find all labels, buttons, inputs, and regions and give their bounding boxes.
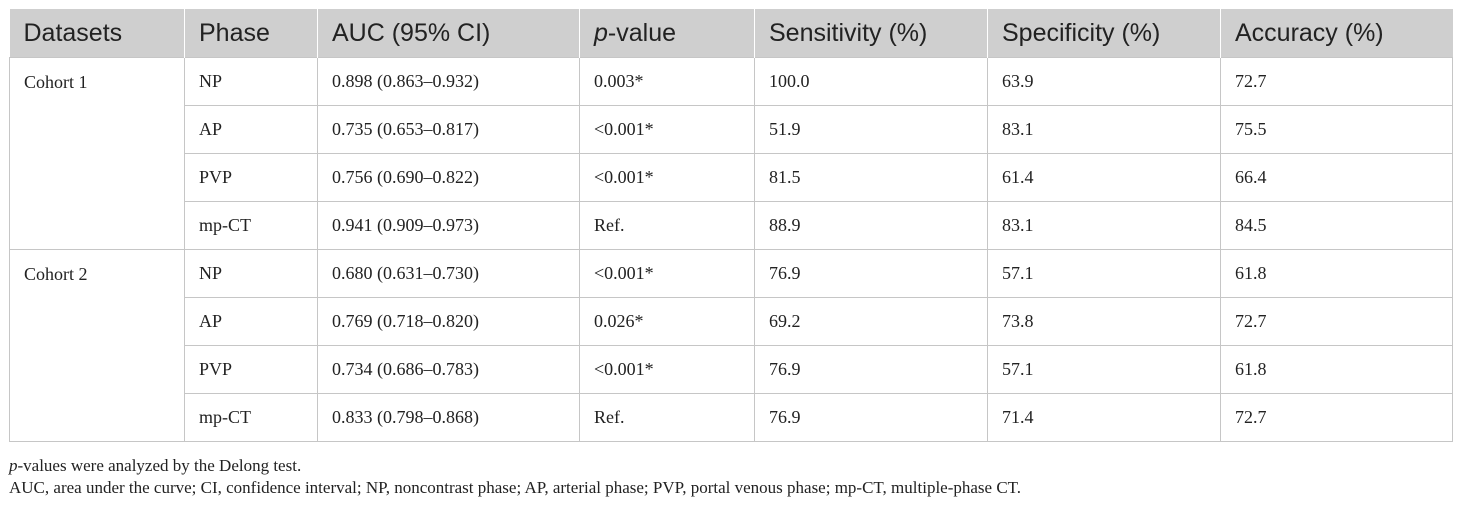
cell-accuracy: 72.7 bbox=[1220, 297, 1453, 346]
cell-sensitivity: 100.0 bbox=[754, 57, 988, 106]
cell-phase: AP bbox=[184, 105, 318, 154]
cell-sensitivity: 69.2 bbox=[754, 297, 988, 346]
cell-pvalue: Ref. bbox=[579, 201, 755, 250]
col-header-phase: Phase bbox=[184, 9, 318, 58]
cell-sensitivity: 88.9 bbox=[754, 201, 988, 250]
cell-accuracy: 72.7 bbox=[1220, 393, 1453, 442]
cell-phase: PVP bbox=[184, 345, 318, 394]
table-row: PVP 0.756 (0.690–0.822) <0.001* 81.5 61.4 66.… bbox=[10, 153, 1453, 202]
cell-sensitivity: 76.9 bbox=[754, 249, 988, 298]
cell-sensitivity: 76.9 bbox=[754, 345, 988, 394]
col-header-specificity: Specificity (%) bbox=[987, 9, 1221, 58]
cell-sensitivity: 81.5 bbox=[754, 153, 988, 202]
cell-pvalue: 0.003* bbox=[579, 57, 755, 106]
header-row: Datasets Phase AUC (95% CI) p-value Sens… bbox=[9, 9, 1453, 58]
cell-accuracy: 72.7 bbox=[1220, 57, 1453, 106]
cell-pvalue: 0.026* bbox=[579, 297, 755, 346]
cell-auc: 0.735 (0.653–0.817) bbox=[317, 105, 580, 154]
cell-auc: 0.734 (0.686–0.783) bbox=[317, 345, 580, 394]
pvalue-italic-p: p bbox=[594, 18, 608, 47]
cell-phase: PVP bbox=[184, 153, 318, 202]
results-table-container: Datasets Phase AUC (95% CI) p-value Sens… bbox=[9, 9, 1453, 442]
pvalue-header-text: -value bbox=[607, 18, 676, 47]
cell-sensitivity: 51.9 bbox=[754, 105, 988, 154]
table-row: Cohort 2 NP 0.680 (0.631–0.730) <0.001* 76.9… bbox=[9, 249, 1453, 442]
cell-accuracy: 61.8 bbox=[1220, 345, 1453, 394]
cell-specificity: 63.9 bbox=[987, 57, 1221, 106]
cell-accuracy: 84.5 bbox=[1220, 201, 1453, 250]
table-body: Cohort 1 NP 0.898 (0.863–0.932) 0.003* 100.0… bbox=[9, 57, 1453, 442]
cell-dataset: Cohort 2 bbox=[9, 249, 185, 442]
table-row: AP 0.769 (0.718–0.820) 0.026* 69.2 73.8 72.7 bbox=[10, 297, 1453, 346]
cell-specificity: 71.4 bbox=[987, 393, 1221, 442]
cell-auc: 0.756 (0.690–0.822) bbox=[317, 153, 580, 202]
table-row: mp-CT 0.833 (0.798–0.868) Ref. 76.9 71.4 72.7 bbox=[10, 393, 1453, 442]
cell-pvalue: <0.001* bbox=[579, 345, 755, 394]
table-row: PVP 0.734 (0.686–0.783) <0.001* 76.9 57.1 61.… bbox=[10, 345, 1453, 394]
cell-auc: 0.898 (0.863–0.932) bbox=[317, 57, 580, 106]
cell-pvalue: Ref. bbox=[579, 393, 755, 442]
cell-phase: NP bbox=[184, 57, 318, 106]
table-row: AP 0.735 (0.653–0.817) <0.001* 51.9 83.1 75.5 bbox=[10, 105, 1453, 154]
cell-auc: 0.833 (0.798–0.868) bbox=[317, 393, 580, 442]
table-row: mp-CT 0.941 (0.909–0.973) Ref. 88.9 83.1 84.5 bbox=[10, 201, 1453, 250]
table-row: Cohort 1 NP 0.898 (0.863–0.932) 0.003* 100.0… bbox=[9, 57, 1453, 250]
cell-specificity: 83.1 bbox=[987, 201, 1221, 250]
cell-accuracy: 61.8 bbox=[1220, 249, 1453, 298]
cell-dataset: Cohort 1 bbox=[9, 57, 185, 250]
cell-specificity: 73.8 bbox=[987, 297, 1221, 346]
cell-specificity: 61.4 bbox=[987, 153, 1221, 202]
cell-accuracy: 75.5 bbox=[1220, 105, 1453, 154]
cell-pvalue: <0.001* bbox=[579, 249, 755, 298]
col-header-sensitivity: Sensitivity (%) bbox=[754, 9, 988, 58]
cell-pvalue: <0.001* bbox=[579, 153, 755, 202]
cell-auc: 0.941 (0.909–0.973) bbox=[317, 201, 580, 250]
cell-auc: 0.680 (0.631–0.730) bbox=[317, 249, 580, 298]
footnote-italic-p: p bbox=[9, 456, 18, 475]
results-table: Datasets Phase AUC (95% CI) p-value Sens… bbox=[9, 9, 1453, 442]
footnote-pvalue-text: -values were analyzed by the Delong test… bbox=[17, 456, 302, 475]
cell-accuracy: 66.4 bbox=[1220, 153, 1453, 202]
col-header-datasets: Datasets bbox=[9, 9, 185, 58]
cell-auc: 0.769 (0.718–0.820) bbox=[317, 297, 580, 346]
footnote-pvalue: p-values were analyzed by the Delong tes… bbox=[9, 455, 1021, 477]
footnote-abbreviations: AUC, area under the curve; CI, confidenc… bbox=[9, 478, 1022, 497]
cell-phase: AP bbox=[184, 297, 318, 346]
cell-phase: NP bbox=[184, 249, 318, 298]
cell-phase: mp-CT bbox=[184, 393, 318, 442]
table-footnotes: p-values were analyzed by the Delong tes… bbox=[9, 455, 1021, 499]
cell-pvalue: <0.001* bbox=[579, 105, 755, 154]
cell-specificity: 83.1 bbox=[987, 105, 1221, 154]
col-header-auc: AUC (95% CI) bbox=[317, 9, 580, 58]
cell-specificity: 57.1 bbox=[987, 345, 1221, 394]
cell-phase: mp-CT bbox=[184, 201, 318, 250]
col-header-accuracy: Accuracy (%) bbox=[1220, 9, 1453, 58]
cell-specificity: 57.1 bbox=[987, 249, 1221, 298]
col-header-pvalue: p-value bbox=[579, 9, 755, 58]
cell-sensitivity: 76.9 bbox=[754, 393, 988, 442]
